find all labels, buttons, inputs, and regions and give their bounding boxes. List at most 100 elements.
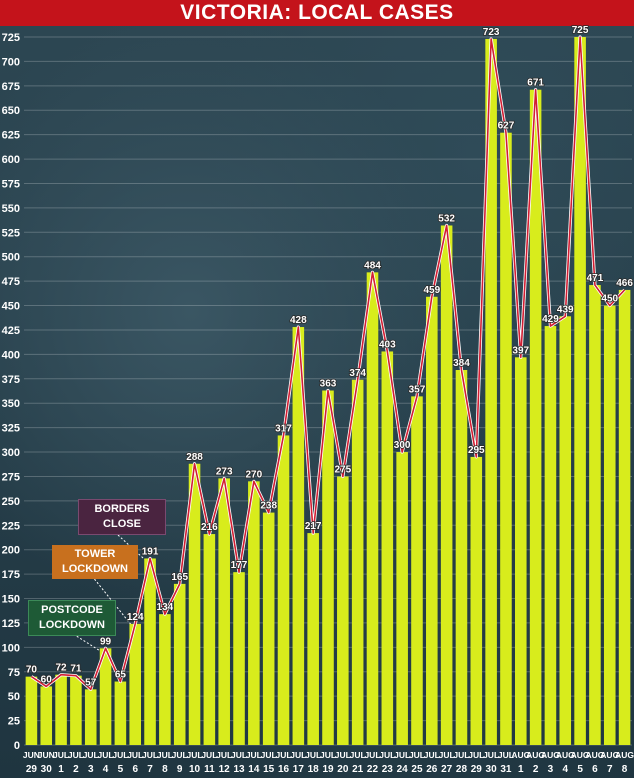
series-line xyxy=(30,36,626,691)
x-tick-label-month: JUL xyxy=(68,750,84,760)
annotation-borders-close: BORDERS CLOSE xyxy=(78,499,166,535)
x-tick-label-month: JUL xyxy=(394,750,410,760)
bar xyxy=(351,379,364,745)
x-tick-label-month: JUL xyxy=(424,750,440,760)
x-tick-label-day: 20 xyxy=(337,764,349,775)
x-tick-label-day: 29 xyxy=(26,764,38,775)
y-tick-label: 125 xyxy=(2,618,20,630)
data-label: 627 xyxy=(498,121,515,132)
data-label: 57 xyxy=(85,677,97,688)
data-label: 374 xyxy=(349,368,366,379)
x-tick-label-day: 31 xyxy=(500,764,512,775)
data-label: 471 xyxy=(587,273,604,284)
x-tick-label-day: 3 xyxy=(88,764,94,775)
x-tick-label-month: AUG xyxy=(615,750,634,760)
y-tick-label: 0 xyxy=(14,740,20,752)
bar xyxy=(455,370,468,745)
y-tick-label: 25 xyxy=(8,716,20,728)
x-tick-label-day: 30 xyxy=(41,764,53,775)
bar xyxy=(307,533,319,745)
data-label: 397 xyxy=(512,345,529,356)
bar xyxy=(233,572,245,745)
data-label: 275 xyxy=(334,464,351,475)
bar xyxy=(218,478,230,745)
data-label: 466 xyxy=(616,278,633,289)
bar xyxy=(84,689,97,745)
y-tick-label: 400 xyxy=(2,349,20,361)
annotation-tower-line1: TOWER xyxy=(74,548,116,560)
data-label: 450 xyxy=(601,294,618,305)
x-tick-label-day: 23 xyxy=(382,764,394,775)
data-label: 723 xyxy=(483,27,500,38)
x-tick-label-month: JUL xyxy=(157,750,173,760)
y-tick-label: 100 xyxy=(2,642,20,654)
x-tick-label-day: 1 xyxy=(58,764,64,775)
data-label: 300 xyxy=(394,440,411,451)
annotation-borders-line2: CLOSE xyxy=(103,518,141,530)
x-tick-label-month: JUL xyxy=(290,750,306,760)
x-tick-label-month: AUG xyxy=(511,750,530,760)
bar xyxy=(262,512,275,745)
data-label: 134 xyxy=(157,602,174,613)
bar xyxy=(144,558,156,745)
data-label: 71 xyxy=(70,664,82,675)
y-tick-label: 150 xyxy=(2,594,20,606)
x-tick-label-month: JUL xyxy=(350,750,366,760)
y-tick-label: 475 xyxy=(2,276,20,288)
data-label: 532 xyxy=(438,213,455,224)
x-tick-label-day: 26 xyxy=(426,764,438,775)
x-tick-label-day: 25 xyxy=(411,764,423,775)
title-bar: VICTORIA: LOCAL CASES xyxy=(0,0,634,26)
y-tick-label: 250 xyxy=(2,496,20,508)
data-label: 177 xyxy=(231,560,248,571)
x-tick-label-day: 7 xyxy=(607,764,613,775)
y-tick-label: 675 xyxy=(2,81,20,93)
x-tick-label-day: 17 xyxy=(293,764,305,775)
y-tick-label: 325 xyxy=(2,423,20,435)
x-tick-label-day: 30 xyxy=(486,764,498,775)
x-tick-label-month: JUL xyxy=(201,750,217,760)
bar xyxy=(381,351,394,745)
bar xyxy=(470,456,483,745)
annotation-borders-line1: BORDERS xyxy=(94,503,150,515)
annotation-tower-lockdown: TOWER LOCKDOWN xyxy=(52,545,138,579)
x-tick-label-month: JUL xyxy=(127,750,143,760)
y-tick-label: 575 xyxy=(2,178,20,190)
x-tick-label-day: 16 xyxy=(278,764,290,775)
bar xyxy=(485,38,497,745)
x-tick-label-month: JUL xyxy=(305,750,321,760)
y-tick-label: 300 xyxy=(2,447,20,459)
x-tick-label-day: 28 xyxy=(456,764,468,775)
x-tick-label-month: AUG xyxy=(585,750,604,760)
x-tick-label-month: JUL xyxy=(453,750,469,760)
x-tick-label-month: JUL xyxy=(172,750,188,760)
data-label: 99 xyxy=(100,636,112,647)
y-tick-label: 725 xyxy=(2,32,20,44)
data-label: 60 xyxy=(41,674,53,685)
x-tick-label-month: JUL xyxy=(468,750,484,760)
x-tick-label-month: JUL xyxy=(379,750,395,760)
x-tick-label-day: 3 xyxy=(548,764,554,775)
data-label: 428 xyxy=(290,315,307,326)
bar xyxy=(514,357,527,745)
y-tick-label: 75 xyxy=(8,667,20,679)
bar xyxy=(618,289,631,745)
data-label: 357 xyxy=(409,384,426,395)
bar xyxy=(529,89,542,746)
data-label: 671 xyxy=(527,78,544,89)
data-label: 216 xyxy=(201,522,218,533)
y-tick-label: 200 xyxy=(2,545,20,557)
y-tick-label: 225 xyxy=(2,520,20,532)
x-tick-label-day: 8 xyxy=(162,764,168,775)
bar xyxy=(411,396,423,745)
x-tick-label-day: 1 xyxy=(518,764,524,775)
x-tick-label-day: 6 xyxy=(132,764,138,775)
bar xyxy=(603,305,616,745)
data-label: 403 xyxy=(379,339,396,350)
y-tick-label: 700 xyxy=(2,56,20,68)
x-tick-label-month: JUL xyxy=(98,750,114,760)
bar xyxy=(25,676,38,745)
y-tick-label: 375 xyxy=(2,374,20,386)
y-tick-label: 425 xyxy=(2,325,20,337)
y-tick-label: 275 xyxy=(2,471,20,483)
